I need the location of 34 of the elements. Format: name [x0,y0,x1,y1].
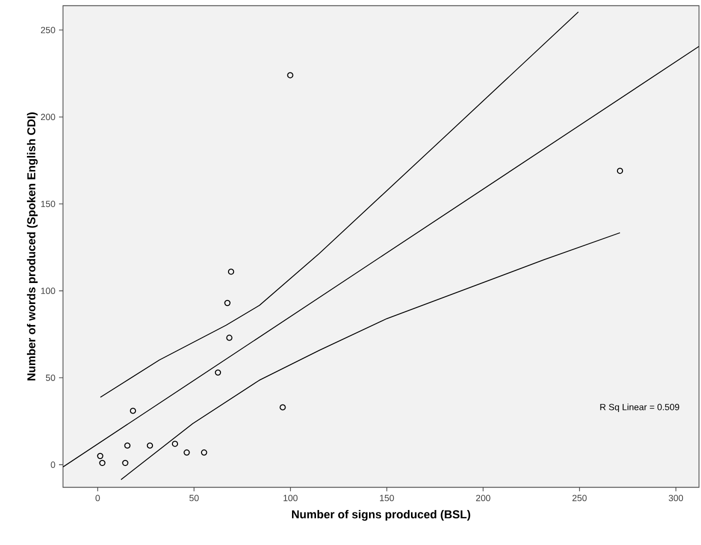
y-axis-title: Number of words produced (Spoken English CDI) [26,112,38,380]
x-tick-label: 50 [189,494,199,502]
y-tick-label: 100 [41,288,56,294]
line-series [120,232,620,480]
x-tick-label: 250 [572,494,587,502]
x-axis-title: Number of signs produced (BSL) [292,510,470,521]
point [280,404,286,410]
x-tick-label: 200 [476,494,490,502]
x-tick-label: 0 [96,494,100,502]
point [122,460,128,466]
line-series [100,12,579,398]
point [130,408,136,414]
x-tick-label: 100 [284,494,298,502]
point [287,72,294,78]
point [124,442,130,449]
point [228,268,234,275]
point [97,452,104,460]
point [99,460,106,466]
point [224,300,230,306]
y-tick-label: 50 [46,374,56,381]
y-tick-label: 150 [41,200,56,208]
point [200,449,208,456]
y-tick-label: 200 [40,114,56,120]
point [146,442,154,449]
y-tick-label: 0 [50,462,56,468]
x-tick-label: 150 [380,494,394,502]
x-tick-label: 300 [668,494,684,502]
annotation: R Sq Linear = 0.509 [600,404,680,412]
point [172,440,178,447]
y-tick-label: 250 [40,26,56,34]
point [214,369,222,376]
point [184,449,190,456]
point [226,334,232,341]
point [616,168,624,174]
